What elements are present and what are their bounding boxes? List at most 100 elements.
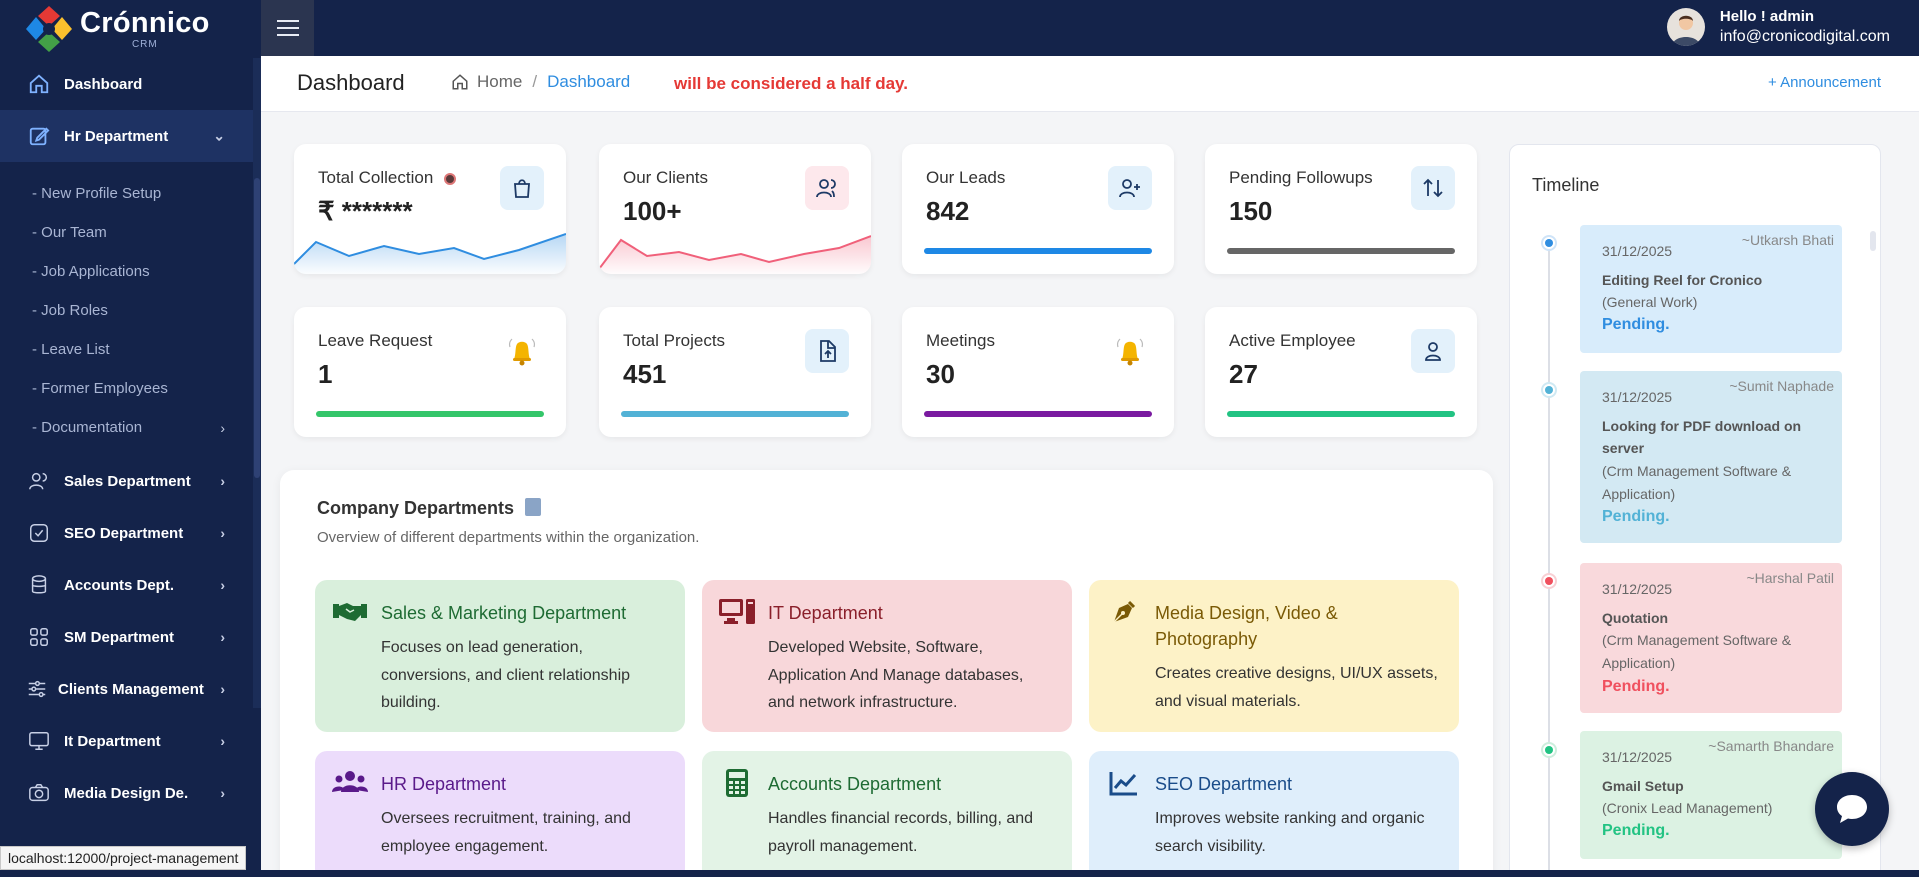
chevron-right-icon: › xyxy=(220,419,225,436)
sidebar-item-label: Sales Department xyxy=(64,472,191,490)
department-name: HR Department xyxy=(381,774,507,794)
stat-card-pending-followups[interactable]: Pending Followups 150 xyxy=(1205,144,1477,274)
sidebar-subitem-job-roles[interactable]: - Job Roles xyxy=(32,302,108,319)
sidebar-item-hr-department[interactable]: Hr Department ⌄ xyxy=(0,110,261,162)
timeline-dot xyxy=(1541,742,1557,758)
swap-icon xyxy=(1411,166,1455,210)
stat-value: 1 xyxy=(318,359,333,389)
stat-card-our-clients[interactable]: Our Clients 100+ xyxy=(599,144,871,274)
office-building-icon xyxy=(525,498,542,516)
check-square-icon xyxy=(26,520,52,546)
sidebar-subitem-leave-list[interactable]: - Leave List xyxy=(32,341,110,358)
home-icon xyxy=(452,74,468,90)
stat-label: Total Collection xyxy=(318,168,457,188)
sidebar-item-sm-department[interactable]: SM Department › xyxy=(0,611,261,663)
breadcrumb-current[interactable]: Dashboard xyxy=(547,72,631,91)
camera-icon xyxy=(26,780,52,806)
department-card-media-design[interactable]: Media Design, Video & Photography Create… xyxy=(1089,580,1459,732)
timeline-task-title: Editing Reel for Cronico xyxy=(1602,272,1763,288)
brand-sub: CRM xyxy=(131,38,158,50)
chat-bubble-icon xyxy=(1837,795,1867,823)
department-description: Improves website ranking and organic sea… xyxy=(1155,810,1425,855)
stat-card-leave-request[interactable]: Leave Request 1 xyxy=(294,307,566,437)
chat-button[interactable] xyxy=(1815,772,1889,846)
stat-label: Total Projects xyxy=(623,331,726,350)
sidebar-item-label: SM Department xyxy=(64,628,175,646)
sidebar-item-it-department[interactable]: It Department › xyxy=(0,715,261,767)
stat-label: Pending Followups xyxy=(1229,168,1373,187)
sidebar-item-sales-department[interactable]: Sales Department › xyxy=(0,455,261,507)
sidebar: Crónnico CRM Dashboard Hr Department ⌄ -… xyxy=(0,0,261,877)
stat-card-total-projects[interactable]: Total Projects 451 xyxy=(599,307,871,437)
avatar[interactable] xyxy=(1666,8,1705,47)
page-title: Dashboard xyxy=(297,70,405,95)
sidebar-item-label: Dashboard xyxy=(64,75,143,93)
department-card-sales-marketing[interactable]: Sales & Marketing Department Focuses on … xyxy=(315,580,685,732)
brand-logo[interactable]: Crónnico CRM xyxy=(0,0,261,58)
sidebar-subitem-former-employees[interactable]: - Former Employees xyxy=(32,380,168,397)
sidebar-item-seo-department[interactable]: SEO Department › xyxy=(0,507,261,559)
stat-value: 30 xyxy=(926,359,955,389)
timeline-date: 31/12/2025 xyxy=(1602,581,1673,597)
timeline-scrollbar[interactable] xyxy=(1870,231,1876,251)
timeline-item[interactable]: ~Harshal Patil 31/12/2025 Quotation (Crm… xyxy=(1580,563,1842,713)
timeline-category: (Cronix Lead Management) xyxy=(1602,800,1773,817)
department-description: Oversees recruitment, training, and empl… xyxy=(381,810,631,855)
timeline-dot xyxy=(1541,235,1557,251)
top-bar: Hello ! admin info@cronicodigital.com xyxy=(261,0,1919,56)
stat-card-meetings[interactable]: Meetings 30 xyxy=(902,307,1174,437)
file-upload-icon xyxy=(805,329,849,373)
timeline-item[interactable]: ~Utkarsh Bhati 31/12/2025 Editing Reel f… xyxy=(1580,225,1842,353)
add-announcement-link[interactable]: + Announcement xyxy=(1767,74,1881,91)
chevron-right-icon: › xyxy=(220,785,225,801)
computer-icon xyxy=(718,598,756,626)
timeline-author: ~Utkarsh Bhati xyxy=(1741,232,1834,248)
breadcrumb-home-link[interactable]: Home xyxy=(477,72,523,91)
sidebar-subitem-job-applications[interactable]: - Job Applications xyxy=(32,263,150,280)
user-profile[interactable]: Hello ! admin info@cronicodigital.com xyxy=(1666,8,1890,47)
sidebar-subitem-label: - Documentation xyxy=(32,419,143,436)
eye-icon[interactable] xyxy=(444,172,457,185)
sidebar-subitem-our-team[interactable]: - Our Team xyxy=(32,224,107,241)
stat-card-our-leads[interactable]: Our Leads 842 xyxy=(902,144,1174,274)
department-name: SEO Department xyxy=(1155,774,1293,794)
department-card-seo[interactable]: SEO Department Improves website ranking … xyxy=(1089,751,1459,877)
collection-sparkline xyxy=(294,233,566,274)
stat-label: Our Clients xyxy=(623,168,709,187)
stat-value: 100+ xyxy=(623,196,682,226)
timeline-author: ~Sumit Naphade xyxy=(1729,378,1834,394)
sidebar-item-dashboard[interactable]: Dashboard xyxy=(0,58,261,110)
timeline-item[interactable]: ~Sumit Naphade 31/12/2025 Looking for PD… xyxy=(1580,371,1842,543)
stat-card-total-collection[interactable]: Total Collection ₹ ******* xyxy=(294,144,566,274)
timeline-task-title: Gmail Setup xyxy=(1602,778,1684,794)
sidebar-item-media-design[interactable]: Media Design De. › xyxy=(0,767,261,819)
timeline-author: ~Samarth Bhandare xyxy=(1708,738,1834,754)
timeline-task-title: Looking for PDF download on server xyxy=(1602,418,1802,457)
menu-toggle-button[interactable] xyxy=(261,0,314,56)
sidebar-subitem-new-profile-setup[interactable]: - New Profile Setup xyxy=(32,185,162,202)
department-description: Developed Website, Software, Application… xyxy=(768,639,1024,712)
stat-progress-bar xyxy=(1227,411,1455,417)
users-icon xyxy=(26,468,52,494)
sidebar-scroll-thumb[interactable] xyxy=(254,178,260,478)
timeline-status: Pending. xyxy=(1602,822,1670,840)
department-card-it[interactable]: IT Department Developed Website, Softwar… xyxy=(702,580,1072,732)
chevron-right-icon: › xyxy=(220,525,225,541)
department-name: Accounts Department xyxy=(768,774,942,794)
stat-value: 27 xyxy=(1229,359,1258,389)
timeline-item[interactable]: ~Samarth Bhandare 31/12/2025 Gmail Setup… xyxy=(1580,731,1842,859)
department-name: Media Design, Video & Photography xyxy=(1155,603,1338,650)
department-card-hr[interactable]: HR Department Oversees recruitment, trai… xyxy=(315,751,685,877)
chevron-right-icon: › xyxy=(220,629,225,645)
stat-progress-bar xyxy=(924,248,1152,254)
bell-icon xyxy=(500,329,544,373)
sidebar-item-accounts-dept[interactable]: Accounts Dept. › xyxy=(0,559,261,611)
sidebar-item-label: Media Design De. xyxy=(64,784,189,802)
sidebar-subitem-documentation[interactable]: - Documentation › xyxy=(0,408,261,447)
sidebar-item-clients-management[interactable]: Clients Management › xyxy=(0,663,261,715)
sidebar-item-label: SEO Department xyxy=(64,524,184,542)
department-card-accounts[interactable]: Accounts Department Handles financial re… xyxy=(702,751,1072,877)
announcement-marquee: will be considered a half day. xyxy=(674,74,908,93)
sidebar-scrollbar[interactable] xyxy=(253,58,261,708)
stat-card-active-employee[interactable]: Active Employee 27 xyxy=(1205,307,1477,437)
